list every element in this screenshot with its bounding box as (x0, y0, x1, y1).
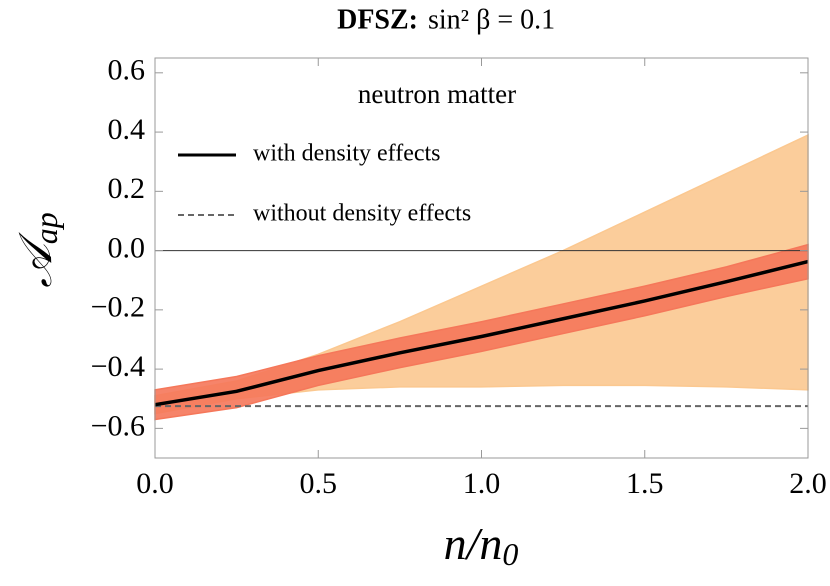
y-tick-label: −0.4 (91, 350, 145, 383)
x-tick-label: 0.5 (300, 467, 338, 500)
y-axis-label-sub: ap (28, 212, 64, 244)
x-axis-label-sub: 0 (502, 536, 518, 572)
y-tick-label: 0.6 (108, 54, 146, 87)
x-axis-label: n/n0 (444, 518, 519, 573)
y-tick-label: 0.0 (108, 231, 146, 264)
x-tick-label: 2.0 (789, 467, 827, 500)
y-tick-label: 0.4 (108, 113, 146, 146)
x-tick-label: 1.5 (626, 467, 664, 500)
y-axis-label: 𝒜ap (10, 212, 65, 288)
annotation: neutron matter (358, 79, 516, 109)
x-axis-label-main: n/n (444, 518, 503, 569)
y-tick-label: 0.2 (108, 172, 146, 205)
line (154, 259, 809, 407)
y-tick-label: −0.6 (91, 409, 145, 442)
x-tick-label: 1.0 (463, 467, 501, 500)
x-tick-label: 0.0 (136, 467, 174, 500)
legend-label: without density effects (253, 201, 471, 227)
y-tick-label: −0.2 (91, 291, 145, 324)
legend-label: with density effects (253, 141, 441, 167)
chart-subtitle: sin² β = 0.1 (428, 4, 555, 35)
chart-title: DFSZ: (337, 4, 418, 35)
